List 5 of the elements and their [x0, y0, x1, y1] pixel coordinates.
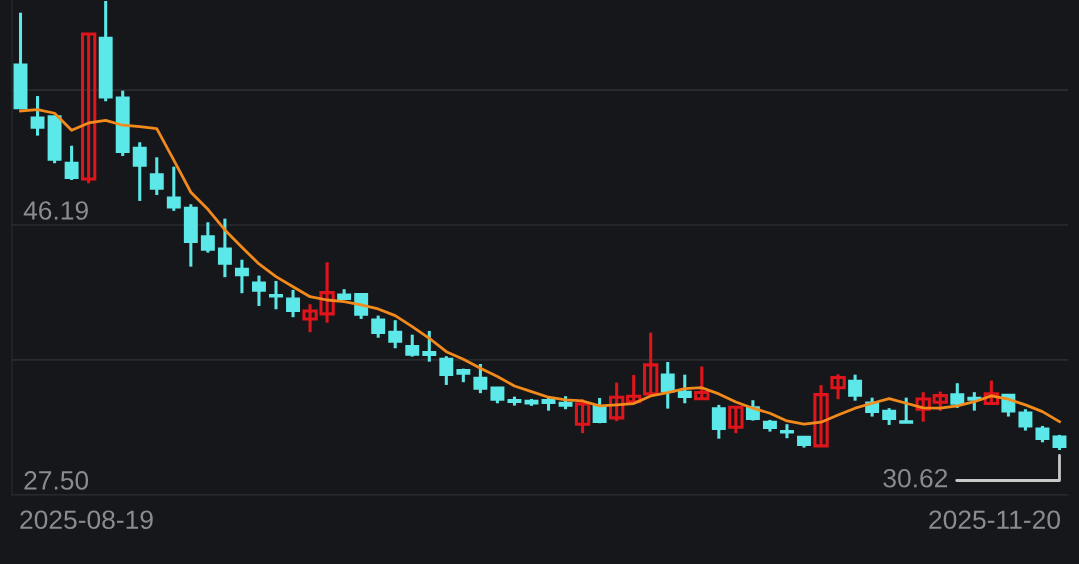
text: 2025-11-20	[929, 510, 1060, 530]
text: 2025-08-19	[20, 510, 153, 530]
y-tick-label: 27.50	[24, 471, 89, 490]
y-tick-label: 46.19	[23, 201, 88, 220]
annotation: 30.62	[883, 468, 948, 488]
